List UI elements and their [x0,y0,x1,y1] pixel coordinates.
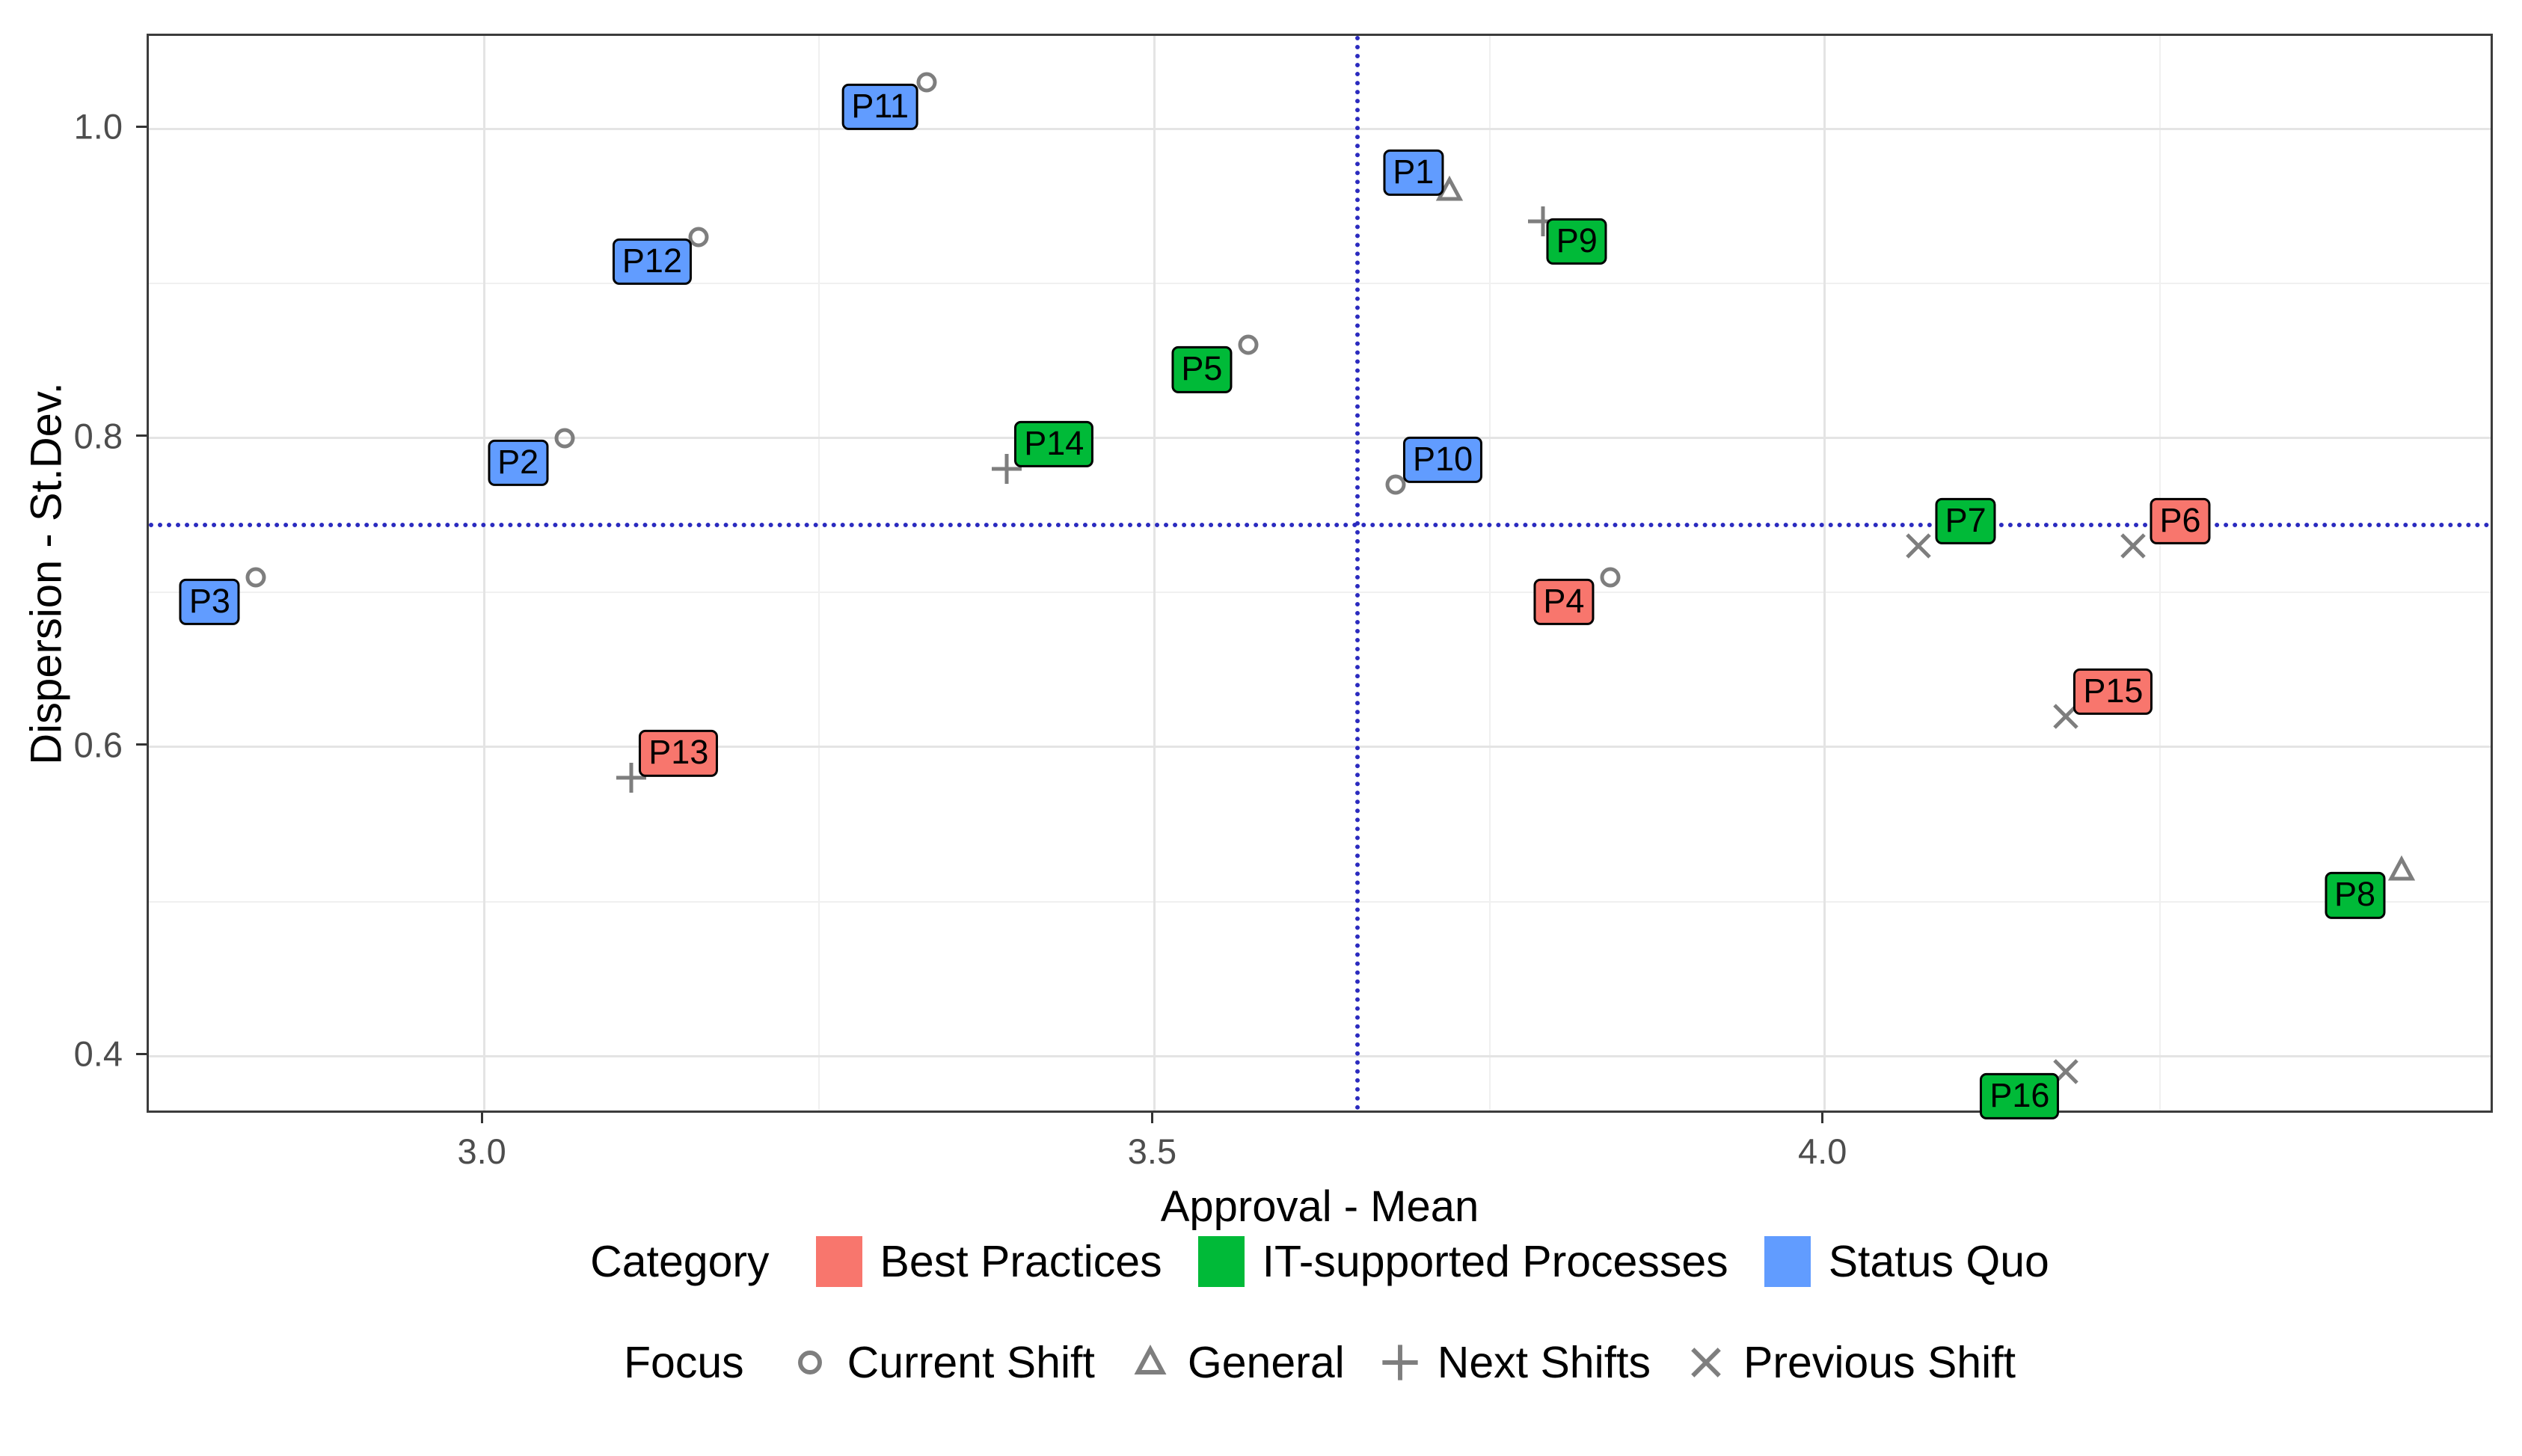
legend-focus-label: Current Shift [847,1338,1095,1387]
focus-marker-circle-icon [1379,468,1412,501]
legend-item-focus: General [1131,1337,1345,1388]
gridline-y-major [149,746,2491,749]
focus-marker-circle-icon [1232,328,1265,361]
x-tick-mark [1821,1113,1824,1123]
gridline-y-major [149,1054,2491,1057]
focus-triangle-icon [1131,1343,1170,1382]
point-label: P11 [841,83,919,131]
category-swatch [1764,1236,1811,1287]
gridline-x-major [482,36,485,1111]
point-label: P4 [1533,578,1595,625]
plot-panel: P1 P2 P3 P4 P5 P6 P7 P8 P9 P10 P11 P12 P13 P14 P15 P16 [147,34,2493,1120]
y-axis-title: Dispersion - St.Dev. [22,381,71,765]
horizontal-reference-line [149,523,2491,528]
legend-category-label: Status Quo [1828,1237,2049,1286]
focus-marker-circle-icon [682,221,715,254]
focus-plus-icon [1381,1343,1420,1382]
focus-circle-icon [791,1343,829,1382]
category-swatch [1197,1236,1245,1287]
focus-marker-triangle-icon [2385,854,2418,887]
point-label: P15 [2073,668,2153,715]
focus-marker-x-icon [1902,529,1935,562]
legend-item-focus: Previous Shift [1687,1337,2016,1388]
x-tick-label: 4.0 [1798,1131,1847,1171]
point-label: P12 [612,238,692,285]
y-tick-mark [136,743,147,746]
y-tick-label: 0.4 [73,1033,123,1074]
focus-marker-circle-icon [548,422,581,455]
y-tick-mark [136,125,147,128]
gridline-y-minor [149,282,2491,284]
point-label: P7 [1935,498,1996,545]
legend-item-focus: Current Shift [791,1337,1095,1388]
legend-focus-title: Focus [623,1338,744,1387]
point-label: P14 [1014,420,1094,467]
gridline-x-major [1153,36,1156,1111]
category-swatch [815,1236,862,1287]
legend-category-label: IT-supported Processes [1262,1237,1728,1286]
gridline-x-minor [1488,36,1491,1111]
legend-item-category: Status Quo [1764,1236,2049,1287]
legend-focus-row: Focus Current Shift General Next Shifts Pre… [147,1337,2493,1388]
point-label: P8 [2324,872,2386,919]
legend-focus-label: General [1187,1338,1345,1387]
x-tick-label: 3.5 [1127,1131,1177,1171]
y-tick-mark [136,434,147,437]
point-label: P9 [1546,218,1607,265]
legend-focus-label: Previous Shift [1743,1338,2016,1387]
gridline-x-major [1823,36,1826,1111]
focus-marker-x-icon [2117,529,2150,562]
y-tick-mark [136,1052,147,1055]
y-tick-label: 1.0 [73,106,123,147]
gridline-y-major [149,437,2491,439]
gridline-x-minor [2159,36,2161,1111]
point-label: P5 [1171,346,1233,393]
focus-marker-plus-icon [990,452,1023,485]
focus-marker-triangle-icon [1433,174,1466,207]
vertical-reference-line [1355,36,1360,1111]
x-tick-mark [480,1113,483,1123]
focus-marker-plus-icon [615,761,648,794]
focus-marker-circle-icon [910,66,943,99]
point-label: P2 [488,439,549,486]
x-tick-label: 3.0 [457,1131,506,1171]
legend-item-category: IT-supported Processes [1197,1236,1728,1287]
x-tick-mark [1150,1113,1153,1123]
legend-item-focus: Next Shifts [1381,1337,1651,1388]
focus-x-icon [1687,1343,1725,1382]
focus-marker-circle-icon [239,561,272,594]
focus-marker-circle-icon [1594,561,1627,594]
x-axis-title: Approval - Mean [1160,1182,1479,1231]
y-tick-label: 0.6 [73,725,123,765]
legend-category-title: Category [590,1237,770,1286]
point-label: P6 [2150,498,2211,545]
legend-focus-label: Next Shifts [1437,1338,1651,1387]
point-label: P3 [179,578,240,625]
gridline-x-minor [818,36,820,1111]
y-tick-label: 0.8 [73,416,123,455]
legend-category-label: Best Practices [880,1237,1162,1286]
point-label: P10 [1403,436,1483,483]
gridline-y-minor [149,592,2491,594]
point-label: P16 [1980,1072,2060,1120]
gridline-y-minor [149,900,2491,903]
point-label: P13 [639,730,719,777]
gridline-y-major [149,127,2491,130]
legend-item-category: Best Practices [815,1236,1162,1287]
point-label: P1 [1383,149,1444,196]
legend-category-row: Category Best Practices IT-supported Proc… [147,1236,2493,1287]
